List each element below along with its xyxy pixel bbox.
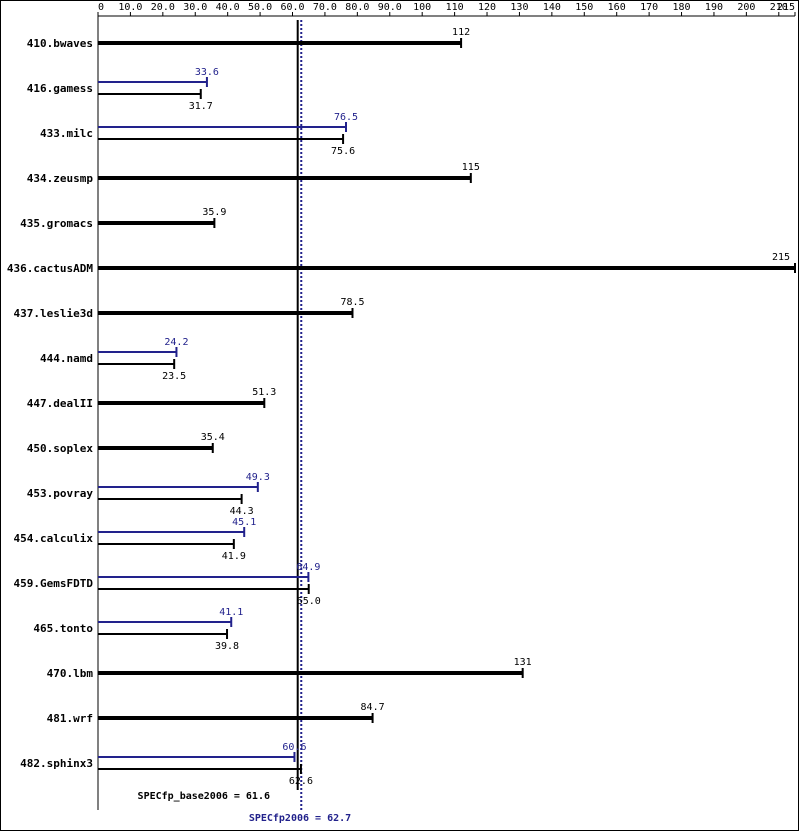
- x-tick-label: 70.0: [313, 2, 337, 13]
- value-label: 31.7: [189, 101, 213, 112]
- bar: [98, 81, 207, 83]
- value-label: 41.9: [222, 551, 246, 562]
- category-label: 453.povray: [27, 487, 94, 500]
- value-label: 35.4: [201, 432, 225, 443]
- category-label: 433.milc: [40, 127, 93, 140]
- bar: [98, 176, 471, 180]
- x-tick-label: 60.0: [280, 2, 304, 13]
- bar: [98, 531, 245, 533]
- x-tick-label: 50.0: [248, 2, 272, 13]
- bar: [98, 588, 309, 590]
- bar: [98, 498, 242, 500]
- bar: [98, 633, 228, 635]
- x-tick-label: 215: [777, 2, 795, 13]
- category-label: 437.leslie3d: [14, 307, 93, 320]
- value-label: 33.6: [195, 67, 219, 78]
- value-label: 39.8: [215, 641, 239, 652]
- category-label: 436.cactusADM: [7, 262, 93, 275]
- x-tick-label: 200: [737, 2, 755, 13]
- value-label: 35.9: [202, 207, 226, 218]
- bar: [98, 446, 213, 450]
- x-tick-label: 100: [413, 2, 431, 13]
- value-label: 62.6: [289, 776, 313, 787]
- bar: [98, 363, 175, 365]
- bar: [98, 221, 215, 225]
- bar: [98, 41, 462, 45]
- value-label: 45.1: [232, 517, 256, 528]
- bar: [98, 543, 234, 545]
- x-tick-label: 210: [770, 2, 788, 13]
- x-tick-label: 110: [446, 2, 464, 13]
- category-label: 465.tonto: [33, 622, 93, 635]
- category-label: 416.gamess: [27, 82, 93, 95]
- value-label: 23.5: [162, 371, 186, 382]
- value-label: 41.1: [219, 607, 243, 618]
- x-tick-label: 130: [510, 2, 528, 13]
- bar: [98, 351, 177, 353]
- x-tick-label: 150: [575, 2, 593, 13]
- value-label: 60.6: [282, 742, 306, 753]
- bar: [98, 93, 201, 95]
- x-tick-label: 90.0: [378, 2, 402, 13]
- reference-label: SPECfp2006 = 62.7: [249, 813, 351, 824]
- value-label: 76.5: [334, 112, 358, 123]
- category-label: 459.GemsFDTD: [14, 577, 94, 590]
- x-tick-label: 30.0: [183, 2, 207, 13]
- category-label: 410.bwaves: [27, 37, 93, 50]
- value-label: 44.3: [230, 506, 254, 517]
- category-label: 450.soplex: [27, 442, 94, 455]
- category-label: 447.dealII: [27, 397, 93, 410]
- x-tick-label: 40.0: [216, 2, 240, 13]
- bar: [98, 756, 295, 758]
- category-label: 482.sphinx3: [20, 757, 93, 770]
- category-label: 444.namd: [40, 352, 93, 365]
- x-tick-label: 20.0: [151, 2, 175, 13]
- category-label: 434.zeusmp: [27, 172, 94, 185]
- value-label: 131: [514, 657, 532, 668]
- value-label: 78.5: [340, 297, 364, 308]
- x-tick-label: 170: [640, 2, 658, 13]
- value-label: 112: [452, 27, 470, 38]
- category-label: 481.wrf: [47, 712, 93, 725]
- x-tick-label: 160: [608, 2, 626, 13]
- bar: [98, 486, 258, 488]
- value-label: 215: [772, 252, 790, 263]
- value-label: 84.7: [361, 702, 385, 713]
- x-tick-label: 190: [705, 2, 723, 13]
- category-label: 454.calculix: [14, 532, 94, 545]
- value-label: 115: [462, 162, 480, 173]
- reference-label: SPECfp_base2006 = 61.6: [138, 791, 270, 802]
- x-tick-label: 0: [98, 2, 104, 13]
- bar: [98, 716, 373, 720]
- x-tick-label: 10.0: [118, 2, 142, 13]
- value-label: 75.6: [331, 146, 355, 157]
- bar: [98, 138, 344, 140]
- x-tick-label: 80.0: [345, 2, 369, 13]
- value-label: 51.3: [252, 387, 276, 398]
- bar: [98, 671, 523, 675]
- bar: [98, 311, 353, 315]
- value-label: 49.3: [246, 472, 270, 483]
- value-label: 24.2: [164, 337, 188, 348]
- bar: [98, 401, 265, 405]
- bar: [98, 266, 795, 270]
- bar: [98, 768, 301, 770]
- bar: [98, 621, 232, 623]
- value-label: 65.0: [297, 596, 321, 607]
- category-label: 470.lbm: [47, 667, 94, 680]
- bar: [98, 126, 347, 128]
- bar: [98, 576, 309, 578]
- x-tick-label: 140: [543, 2, 561, 13]
- x-tick-label: 180: [673, 2, 691, 13]
- value-label: 64.9: [296, 562, 320, 573]
- category-label: 435.gromacs: [20, 217, 93, 230]
- x-tick-label: 120: [478, 2, 496, 13]
